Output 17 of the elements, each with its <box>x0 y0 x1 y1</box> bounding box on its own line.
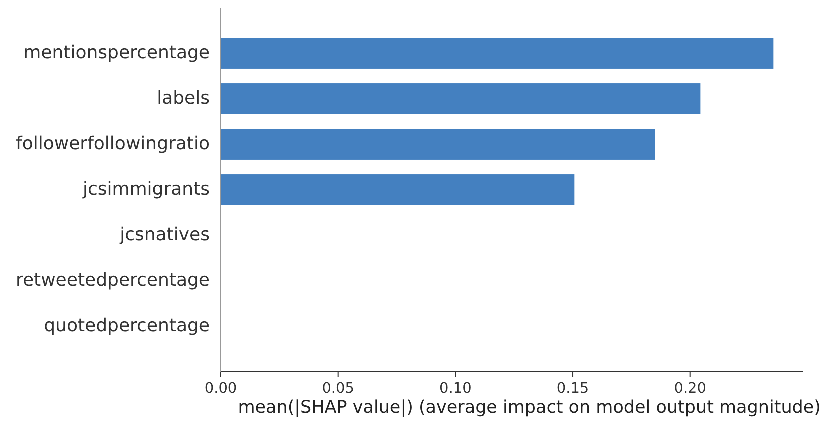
y-tick-label: jcsnatives <box>119 224 210 246</box>
bar <box>221 84 701 114</box>
y-tick-label: followerfollowingratio <box>16 134 210 154</box>
bar <box>221 129 656 160</box>
y-tick-label: retweetedpercentage <box>16 270 210 291</box>
bar <box>221 174 575 206</box>
x-tick-label: 0.20 <box>674 381 707 397</box>
x-tick-label: 0.00 <box>204 381 238 397</box>
y-tick-label: quotedpercentage <box>44 316 210 336</box>
y-tick-label: jcsimmigrants <box>82 179 210 200</box>
x-tick-label: 0.10 <box>440 381 472 397</box>
bar <box>221 38 774 69</box>
x-axis-title: mean(|SHAP value|) (average impact on model output magnitude) <box>238 398 821 418</box>
y-tick-label: labels <box>157 88 210 109</box>
y-tick-label: mentionspercentage <box>24 42 210 64</box>
x-tick-label: 0.05 <box>322 381 354 397</box>
x-tick-label: 0.15 <box>556 381 590 397</box>
